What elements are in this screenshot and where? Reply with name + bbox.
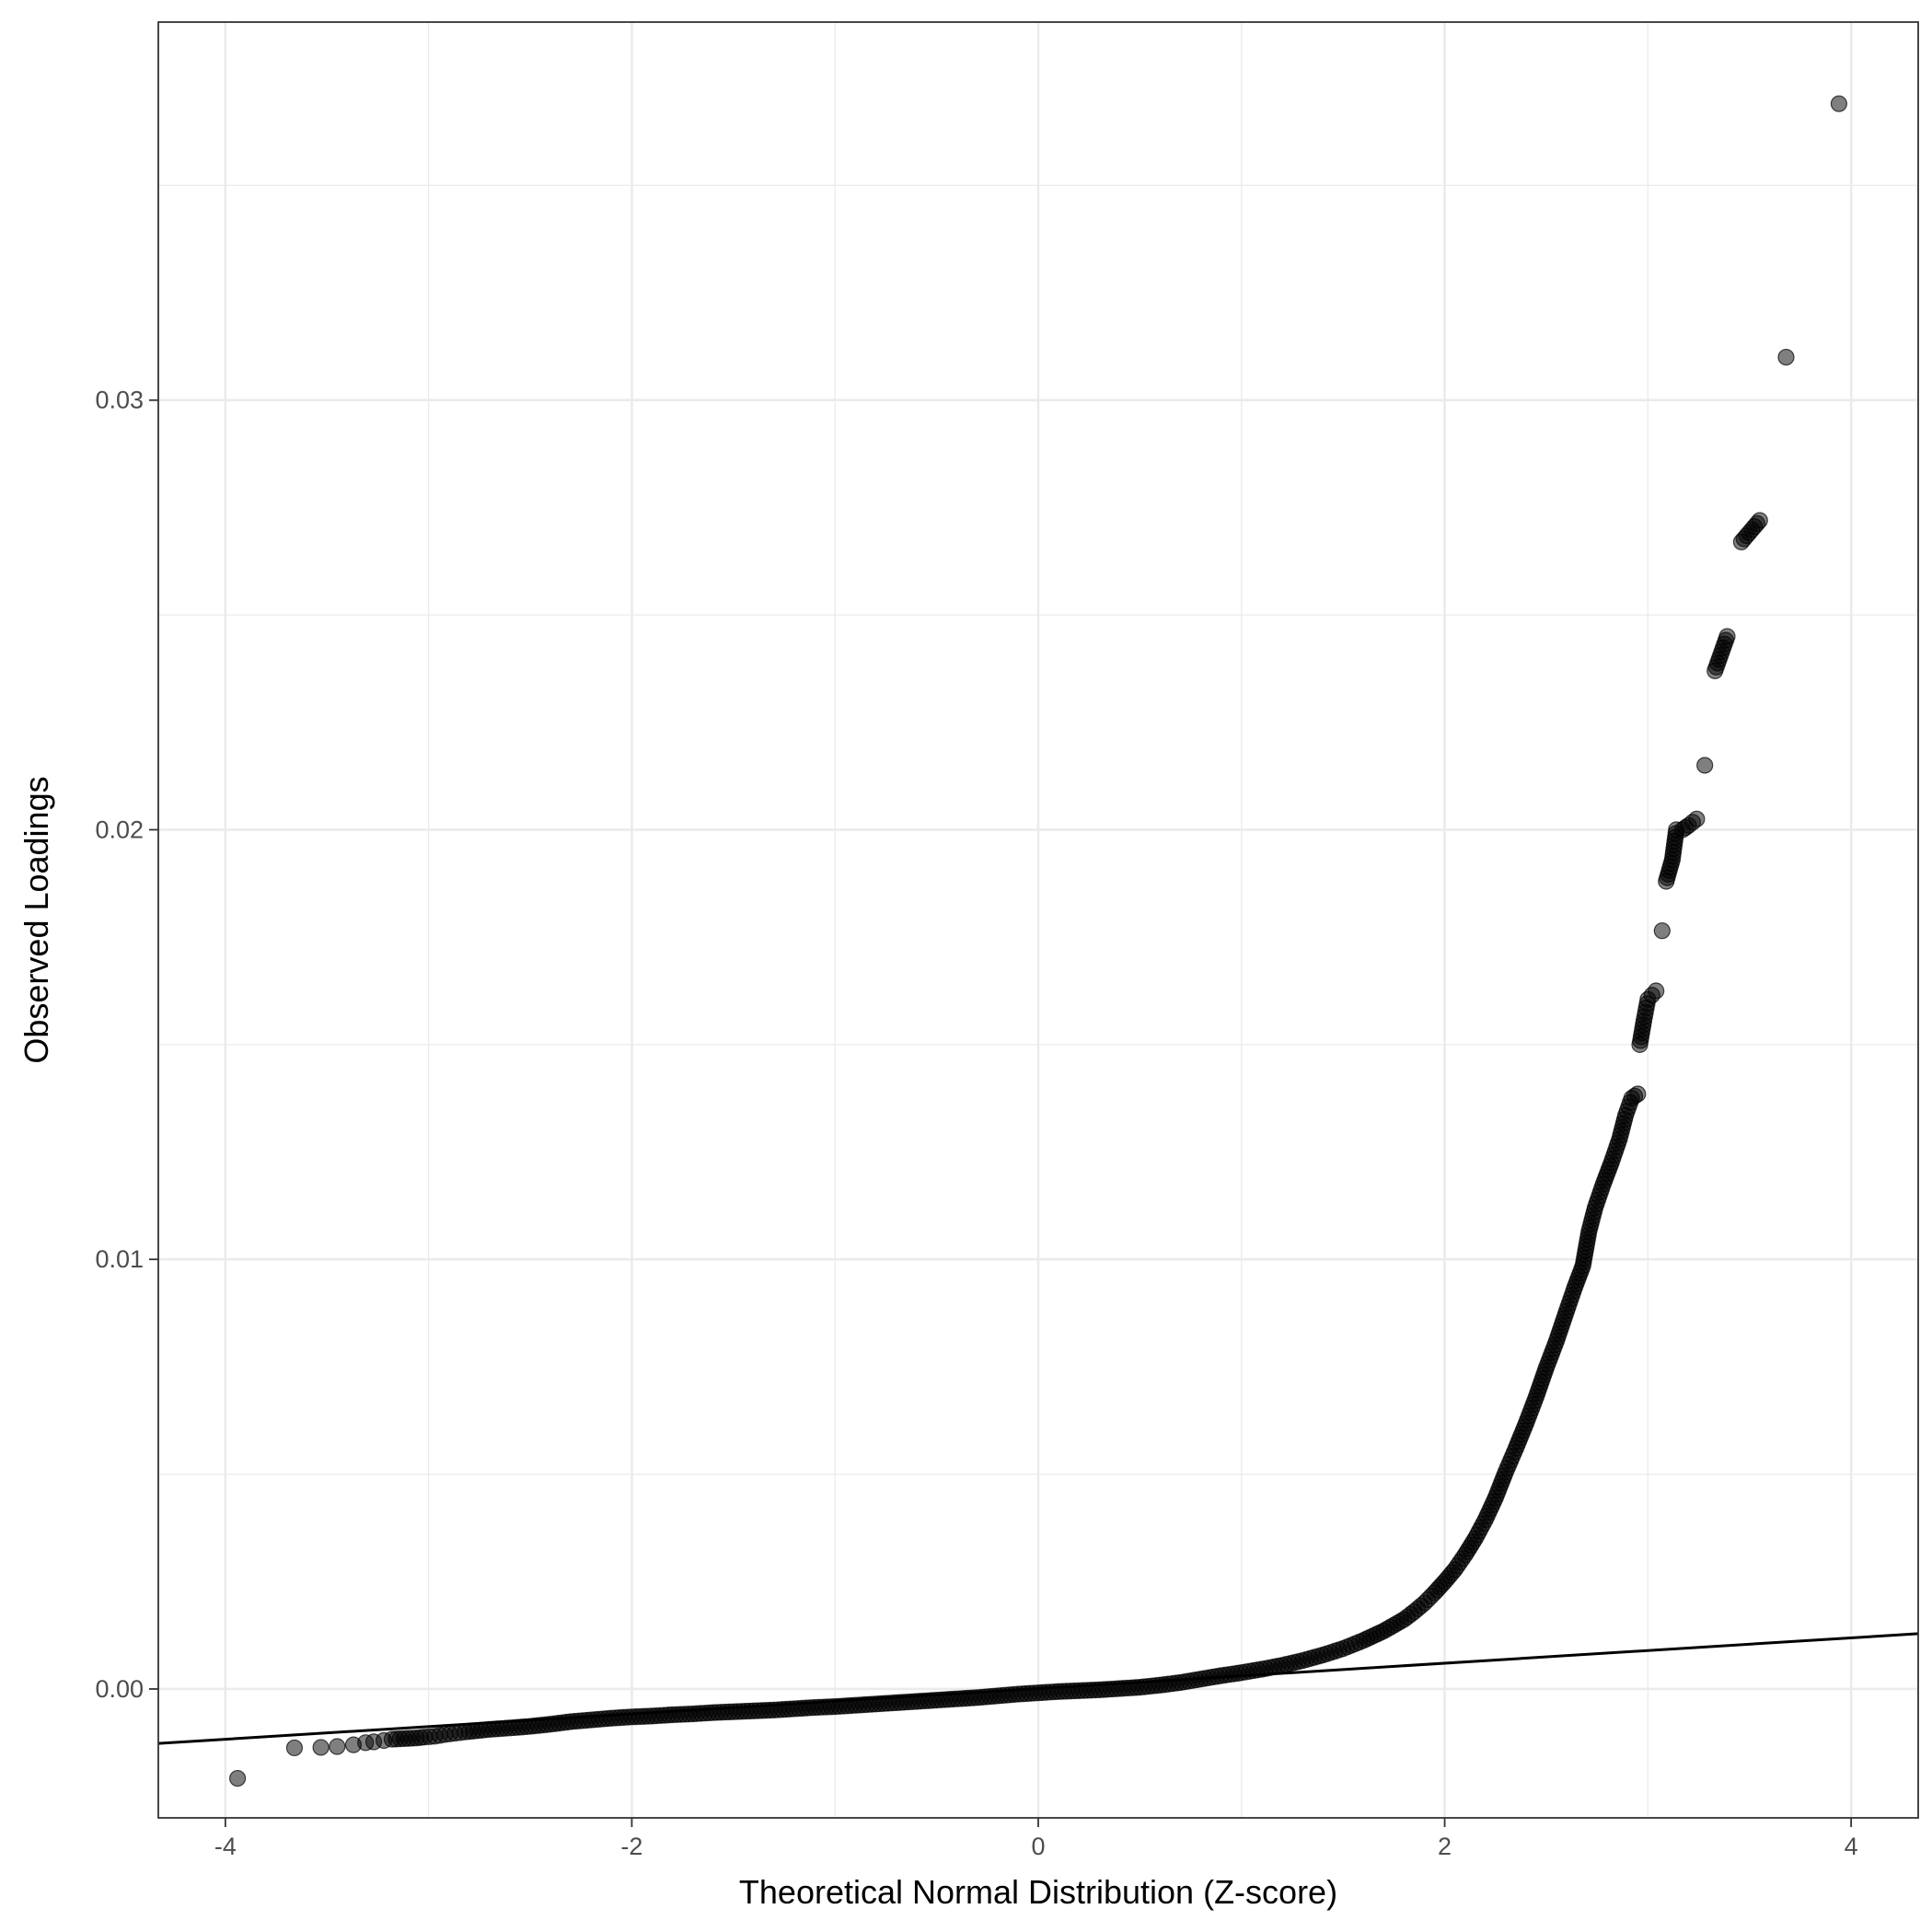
y-tick-label: 0.01 (95, 1245, 144, 1273)
data-point (1688, 810, 1706, 827)
data-point (1653, 922, 1671, 940)
x-tick-label: -4 (214, 1833, 237, 1860)
x-axis-title: Theoretical Normal Distribution (Z-score… (739, 1873, 1337, 1911)
data-points (229, 95, 1847, 1787)
y-tick-label: 0.03 (95, 387, 144, 414)
y-axis-title: Observed Loadings (17, 776, 55, 1063)
y-axis-ticks: 0.00 0.01 0.02 0.03 (95, 387, 158, 1703)
data-point (229, 1769, 247, 1787)
x-tick-label: 0 (1031, 1833, 1045, 1860)
data-point (1830, 95, 1847, 112)
x-tick-label: -2 (620, 1833, 642, 1860)
data-point (329, 1738, 346, 1755)
data-point (1629, 1085, 1647, 1103)
data-point (1751, 512, 1768, 529)
data-point (1718, 628, 1736, 645)
data-point (1648, 982, 1665, 1000)
data-point (1696, 757, 1714, 774)
x-axis-ticks: -4 -2 0 2 4 (214, 1818, 1858, 1860)
x-tick-label: 2 (1438, 1833, 1452, 1860)
data-point (312, 1739, 330, 1756)
reference-line (157, 1632, 1919, 1745)
y-tick-label: 0.02 (95, 816, 144, 843)
data-point (285, 1739, 304, 1757)
reference-line-group (157, 1632, 1919, 1745)
data-point (1777, 348, 1795, 366)
y-tick-label: 0.00 (95, 1675, 144, 1703)
x-tick-label: 4 (1845, 1833, 1858, 1860)
